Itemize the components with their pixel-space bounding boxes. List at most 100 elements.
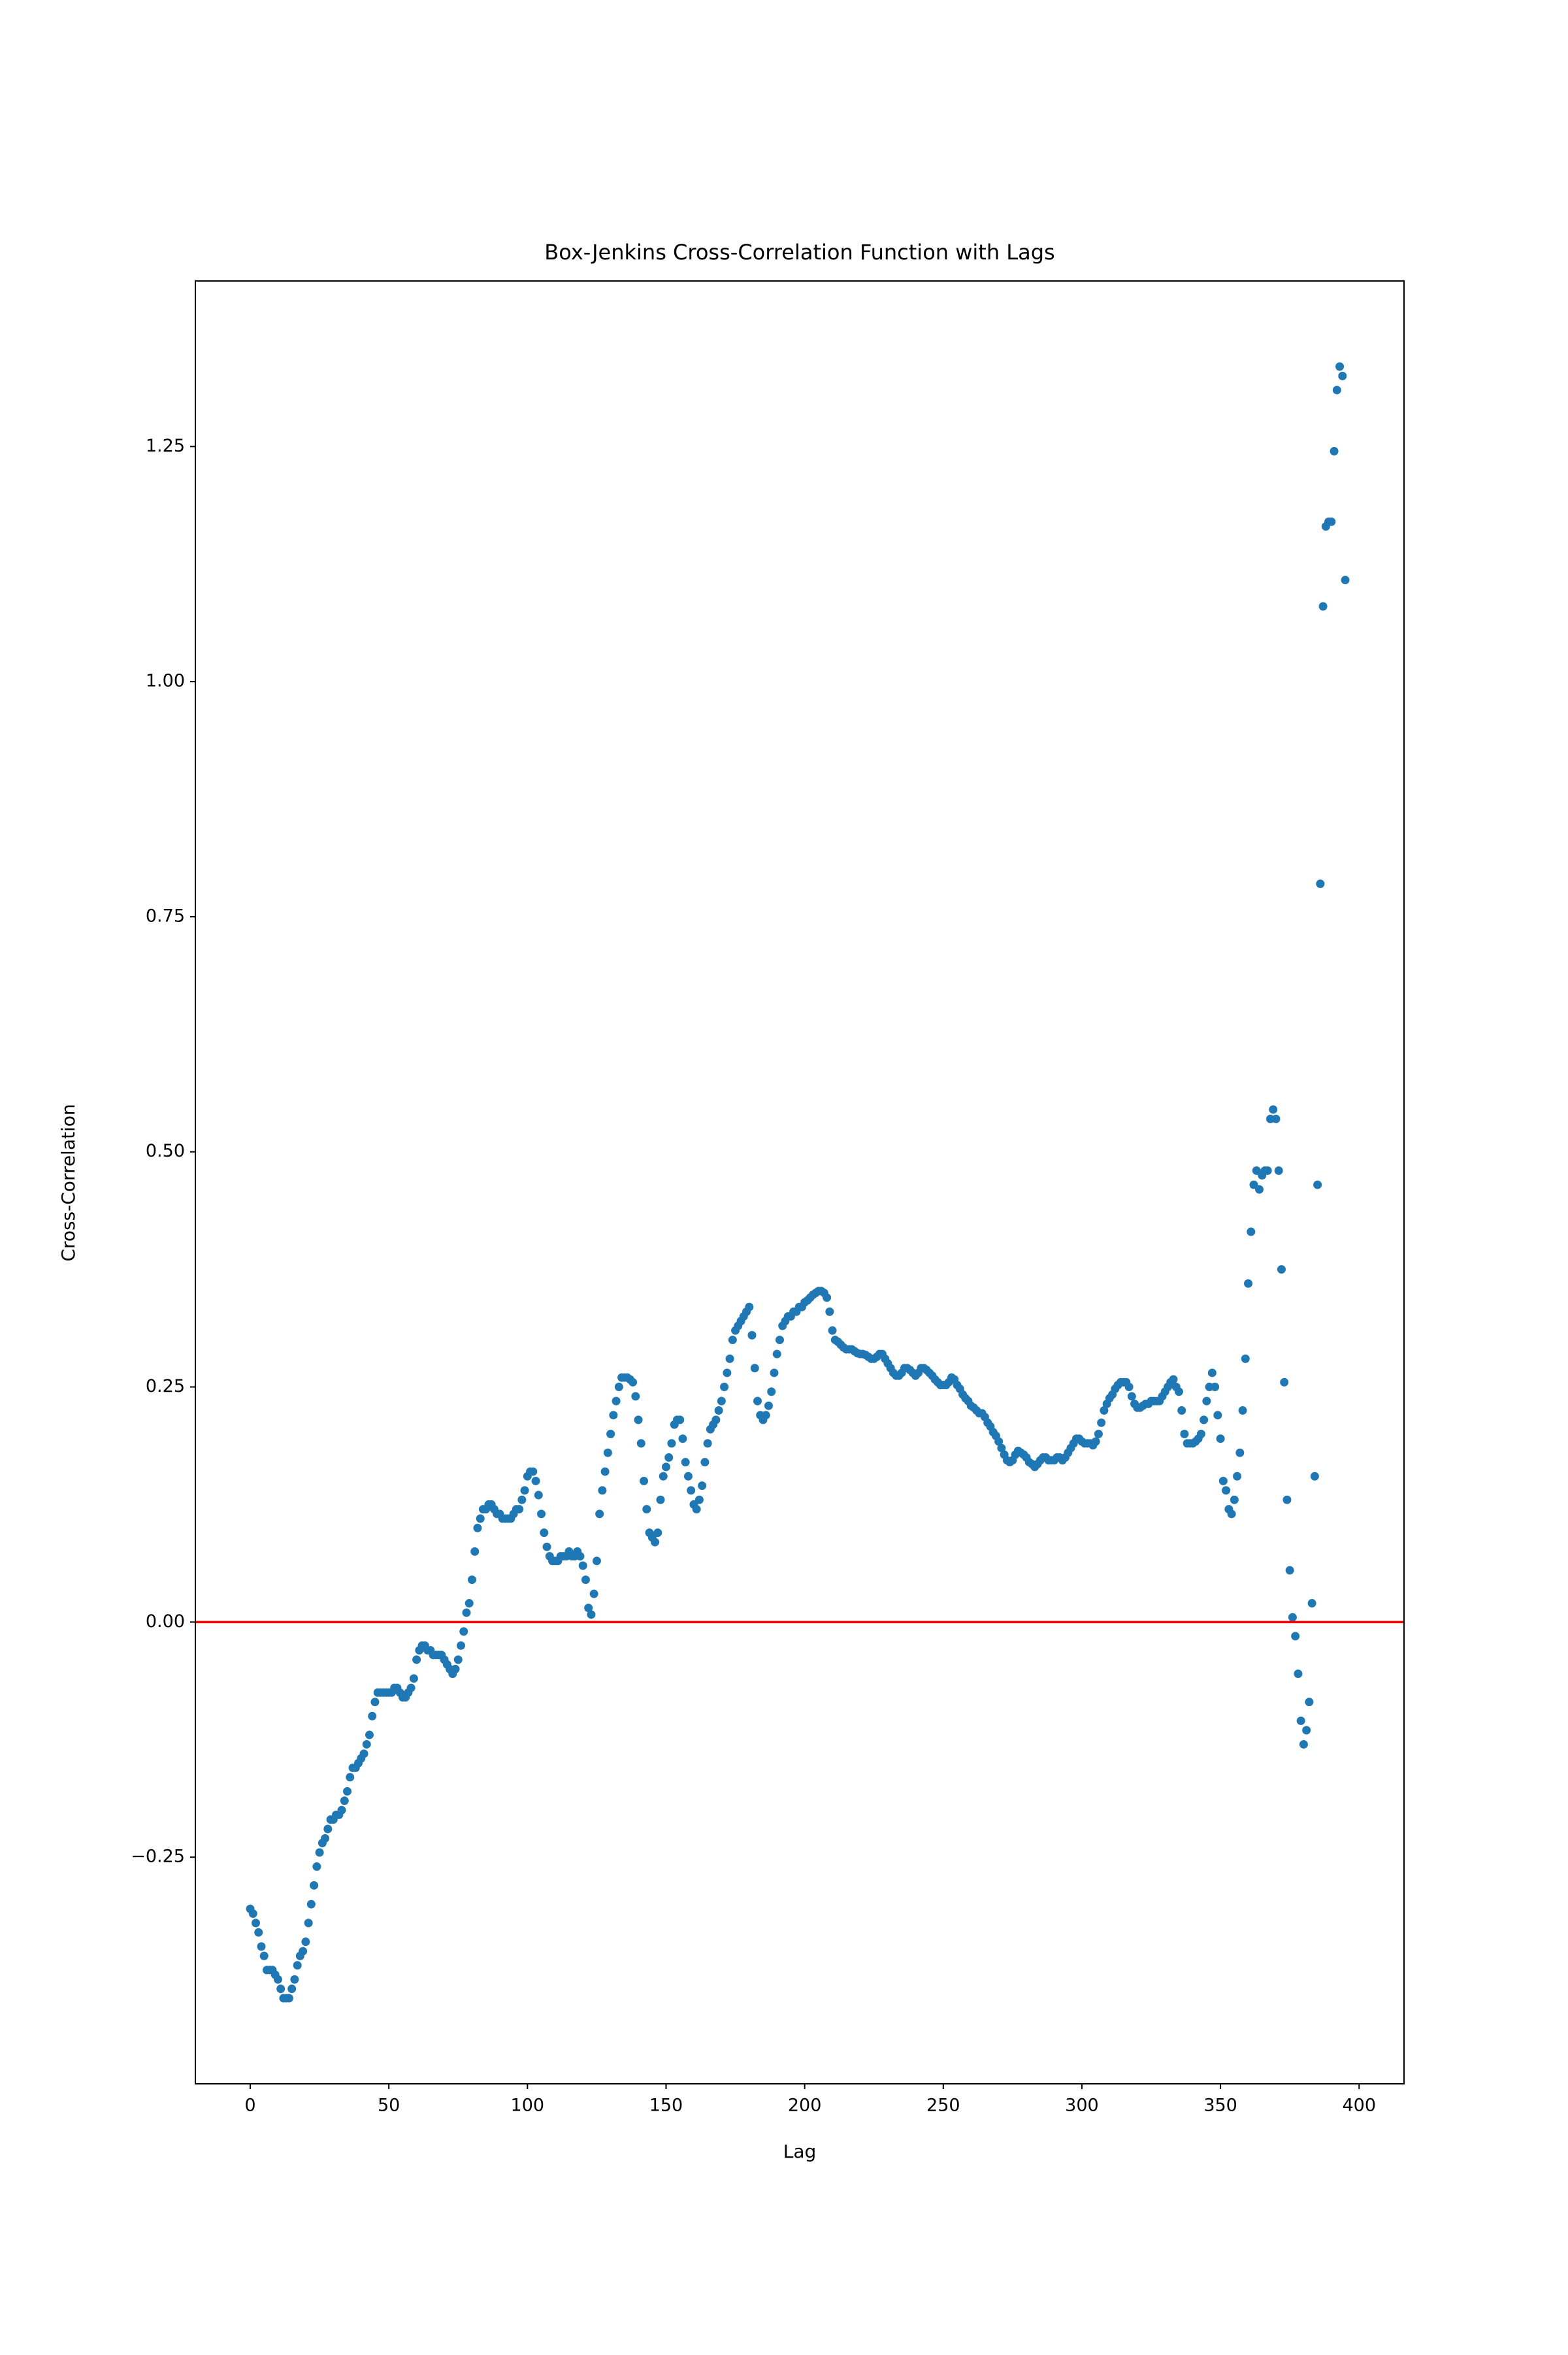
point bbox=[301, 1937, 310, 1947]
point bbox=[651, 1538, 660, 1547]
point bbox=[587, 1610, 596, 1619]
point bbox=[640, 1476, 649, 1485]
point bbox=[764, 1401, 773, 1410]
point bbox=[772, 1349, 781, 1359]
point bbox=[1327, 517, 1336, 526]
point bbox=[1341, 576, 1350, 585]
point bbox=[603, 1448, 612, 1457]
point bbox=[465, 1599, 474, 1608]
point bbox=[728, 1336, 737, 1345]
point bbox=[520, 1486, 529, 1495]
point bbox=[687, 1486, 696, 1495]
point bbox=[717, 1396, 726, 1406]
point bbox=[576, 1552, 585, 1561]
point bbox=[346, 1773, 355, 1782]
x-tick-label: 250 bbox=[926, 2096, 960, 2116]
point bbox=[315, 1848, 324, 1857]
x-tick-label: 50 bbox=[378, 2096, 400, 2116]
point bbox=[653, 1528, 662, 1538]
point bbox=[606, 1429, 615, 1438]
point bbox=[609, 1411, 618, 1420]
x-tick-label: 100 bbox=[511, 2096, 545, 2116]
point bbox=[692, 1505, 701, 1514]
point bbox=[1124, 1383, 1134, 1392]
point bbox=[409, 1674, 418, 1683]
point bbox=[1097, 1418, 1106, 1427]
point bbox=[1216, 1434, 1225, 1443]
point bbox=[745, 1302, 754, 1311]
point bbox=[531, 1476, 540, 1485]
point bbox=[1177, 1406, 1186, 1415]
point bbox=[1318, 602, 1328, 611]
point bbox=[1180, 1429, 1189, 1438]
y-tick-label: 0.75 bbox=[146, 906, 185, 926]
point bbox=[254, 1928, 263, 1937]
point bbox=[1196, 1429, 1205, 1438]
point bbox=[304, 1919, 313, 1928]
point bbox=[581, 1575, 590, 1585]
point bbox=[406, 1683, 416, 1692]
point bbox=[1094, 1429, 1103, 1438]
point bbox=[323, 1824, 333, 1834]
point bbox=[1316, 880, 1325, 889]
point bbox=[1299, 1739, 1308, 1749]
point bbox=[700, 1458, 710, 1467]
point bbox=[1338, 371, 1347, 380]
point bbox=[1310, 1472, 1319, 1481]
point bbox=[259, 1951, 269, 1960]
y-tick-label: 1.25 bbox=[146, 436, 185, 456]
point bbox=[273, 1975, 282, 1984]
point bbox=[725, 1354, 734, 1363]
point bbox=[1235, 1448, 1245, 1457]
point bbox=[1230, 1495, 1239, 1504]
point bbox=[362, 1739, 371, 1749]
chart-title: Box-Jenkins Cross-Correlation Function w… bbox=[544, 240, 1054, 265]
point bbox=[656, 1495, 665, 1504]
point bbox=[614, 1383, 623, 1392]
point bbox=[515, 1505, 524, 1514]
point bbox=[299, 1947, 308, 1956]
point bbox=[534, 1490, 543, 1500]
y-tick-label: 0.00 bbox=[146, 1611, 185, 1632]
point bbox=[1285, 1566, 1294, 1575]
point bbox=[636, 1439, 645, 1448]
point bbox=[775, 1336, 784, 1345]
point bbox=[476, 1514, 485, 1523]
point bbox=[761, 1411, 770, 1420]
point bbox=[600, 1467, 610, 1476]
point bbox=[589, 1589, 598, 1598]
point bbox=[720, 1383, 729, 1392]
point bbox=[578, 1561, 587, 1570]
point bbox=[310, 1881, 319, 1890]
point bbox=[997, 1443, 1006, 1453]
point bbox=[1296, 1716, 1305, 1725]
point bbox=[1238, 1406, 1247, 1415]
x-tick-label: 350 bbox=[1203, 2096, 1237, 2116]
point bbox=[1280, 1377, 1289, 1387]
x-tick-label: 300 bbox=[1065, 2096, 1099, 2116]
point bbox=[473, 1523, 482, 1532]
point bbox=[667, 1439, 676, 1448]
point bbox=[1269, 1105, 1278, 1114]
point bbox=[683, 1472, 693, 1481]
point bbox=[368, 1711, 377, 1721]
point bbox=[767, 1387, 776, 1396]
point bbox=[1244, 1279, 1253, 1288]
point bbox=[598, 1486, 607, 1495]
y-tick-label: −0.25 bbox=[131, 1847, 185, 1867]
point bbox=[1227, 1509, 1236, 1519]
point bbox=[540, 1528, 549, 1538]
point bbox=[1330, 447, 1339, 456]
y-tick-label: 1.00 bbox=[146, 671, 185, 691]
point bbox=[828, 1326, 837, 1335]
point bbox=[711, 1415, 721, 1425]
point bbox=[306, 1900, 316, 1909]
point bbox=[1241, 1354, 1250, 1363]
point bbox=[1255, 1185, 1264, 1194]
point bbox=[340, 1796, 349, 1805]
point bbox=[1091, 1437, 1100, 1446]
point bbox=[1174, 1387, 1183, 1396]
x-tick-label: 0 bbox=[244, 2096, 255, 2116]
point bbox=[467, 1575, 476, 1585]
